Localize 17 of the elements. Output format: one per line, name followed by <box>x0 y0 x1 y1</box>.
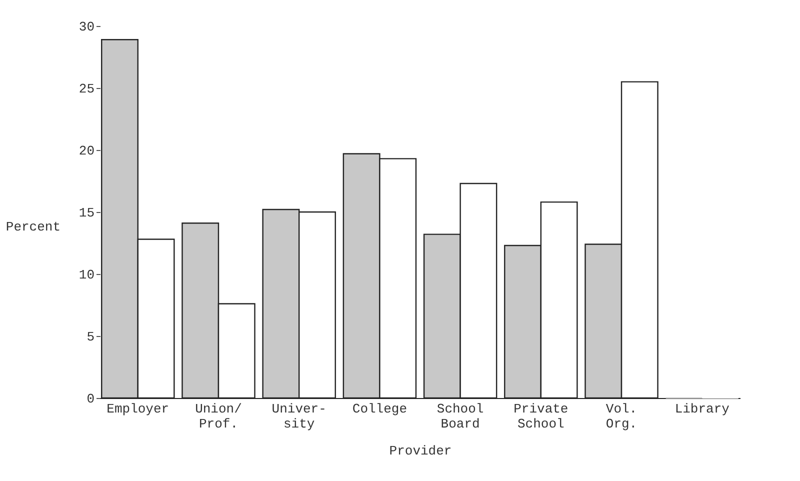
x-axis-title: Provider <box>389 444 452 458</box>
x-tick-label: Library <box>674 402 730 416</box>
y-tick-label: 25 <box>78 82 94 96</box>
x-tick-label: College <box>352 402 407 416</box>
x-tick-label: Vol. Org. <box>606 402 638 432</box>
y-tick-label: 20 <box>78 144 94 158</box>
x-tick-label: Employer <box>106 402 170 416</box>
y-tick-label: 0 <box>86 392 94 406</box>
y-tick-label: 30 <box>78 20 94 34</box>
x-tick-label: School Board <box>436 402 484 432</box>
x-tick-label: Union/ Prof. <box>195 402 242 432</box>
y-tick-label: 15 <box>78 206 94 220</box>
x-tick-label: Private School <box>514 402 568 432</box>
x-tick-label: Univer- sity <box>272 402 326 432</box>
y-tick-label: 10 <box>78 268 94 282</box>
y-tick-label: 5 <box>86 330 94 344</box>
y-axis-title: Percent <box>6 220 60 234</box>
